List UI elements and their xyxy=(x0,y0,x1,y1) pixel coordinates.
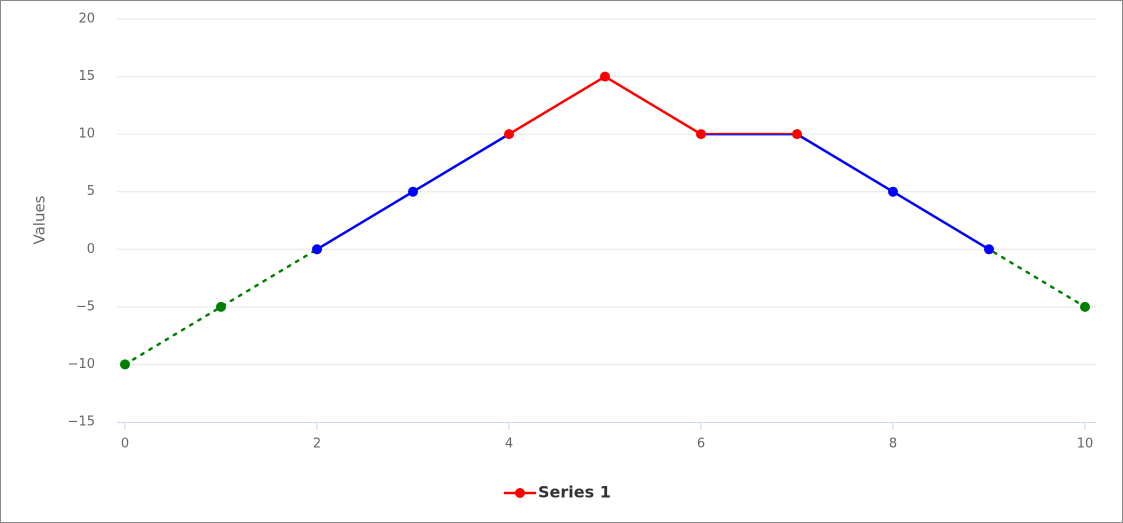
y-tick-label: −15 xyxy=(68,415,95,430)
y-tick-label: −5 xyxy=(76,299,95,314)
y-tick-label: −10 xyxy=(68,357,95,372)
marker xyxy=(408,186,418,197)
y-tick-label: 5 xyxy=(87,184,95,199)
marker xyxy=(600,71,610,82)
y-tick-label: 0 xyxy=(87,242,95,257)
legend-symbol-marker xyxy=(515,488,525,498)
x-tick-label: 2 xyxy=(313,437,321,452)
legend-label: Series 1 xyxy=(538,483,611,502)
x-tick-label: 10 xyxy=(1077,437,1094,452)
x-tick-label: 8 xyxy=(889,437,897,452)
marker xyxy=(504,129,514,140)
marker xyxy=(312,244,322,255)
x-tick-label: 0 xyxy=(121,437,129,452)
marker xyxy=(792,129,802,140)
marker xyxy=(1080,301,1090,312)
y-axis-title: Values xyxy=(31,195,49,244)
y-tick-label: 15 xyxy=(78,69,95,84)
y-tick-label: 10 xyxy=(78,127,95,142)
series-line xyxy=(314,134,992,250)
marker xyxy=(696,129,706,140)
y-tick-label: 20 xyxy=(78,12,95,27)
marker xyxy=(984,244,994,255)
marker xyxy=(888,186,898,197)
x-tick-label: 4 xyxy=(505,437,513,452)
x-tick-label: 6 xyxy=(697,437,705,452)
marker xyxy=(216,301,226,312)
marker xyxy=(120,359,130,370)
